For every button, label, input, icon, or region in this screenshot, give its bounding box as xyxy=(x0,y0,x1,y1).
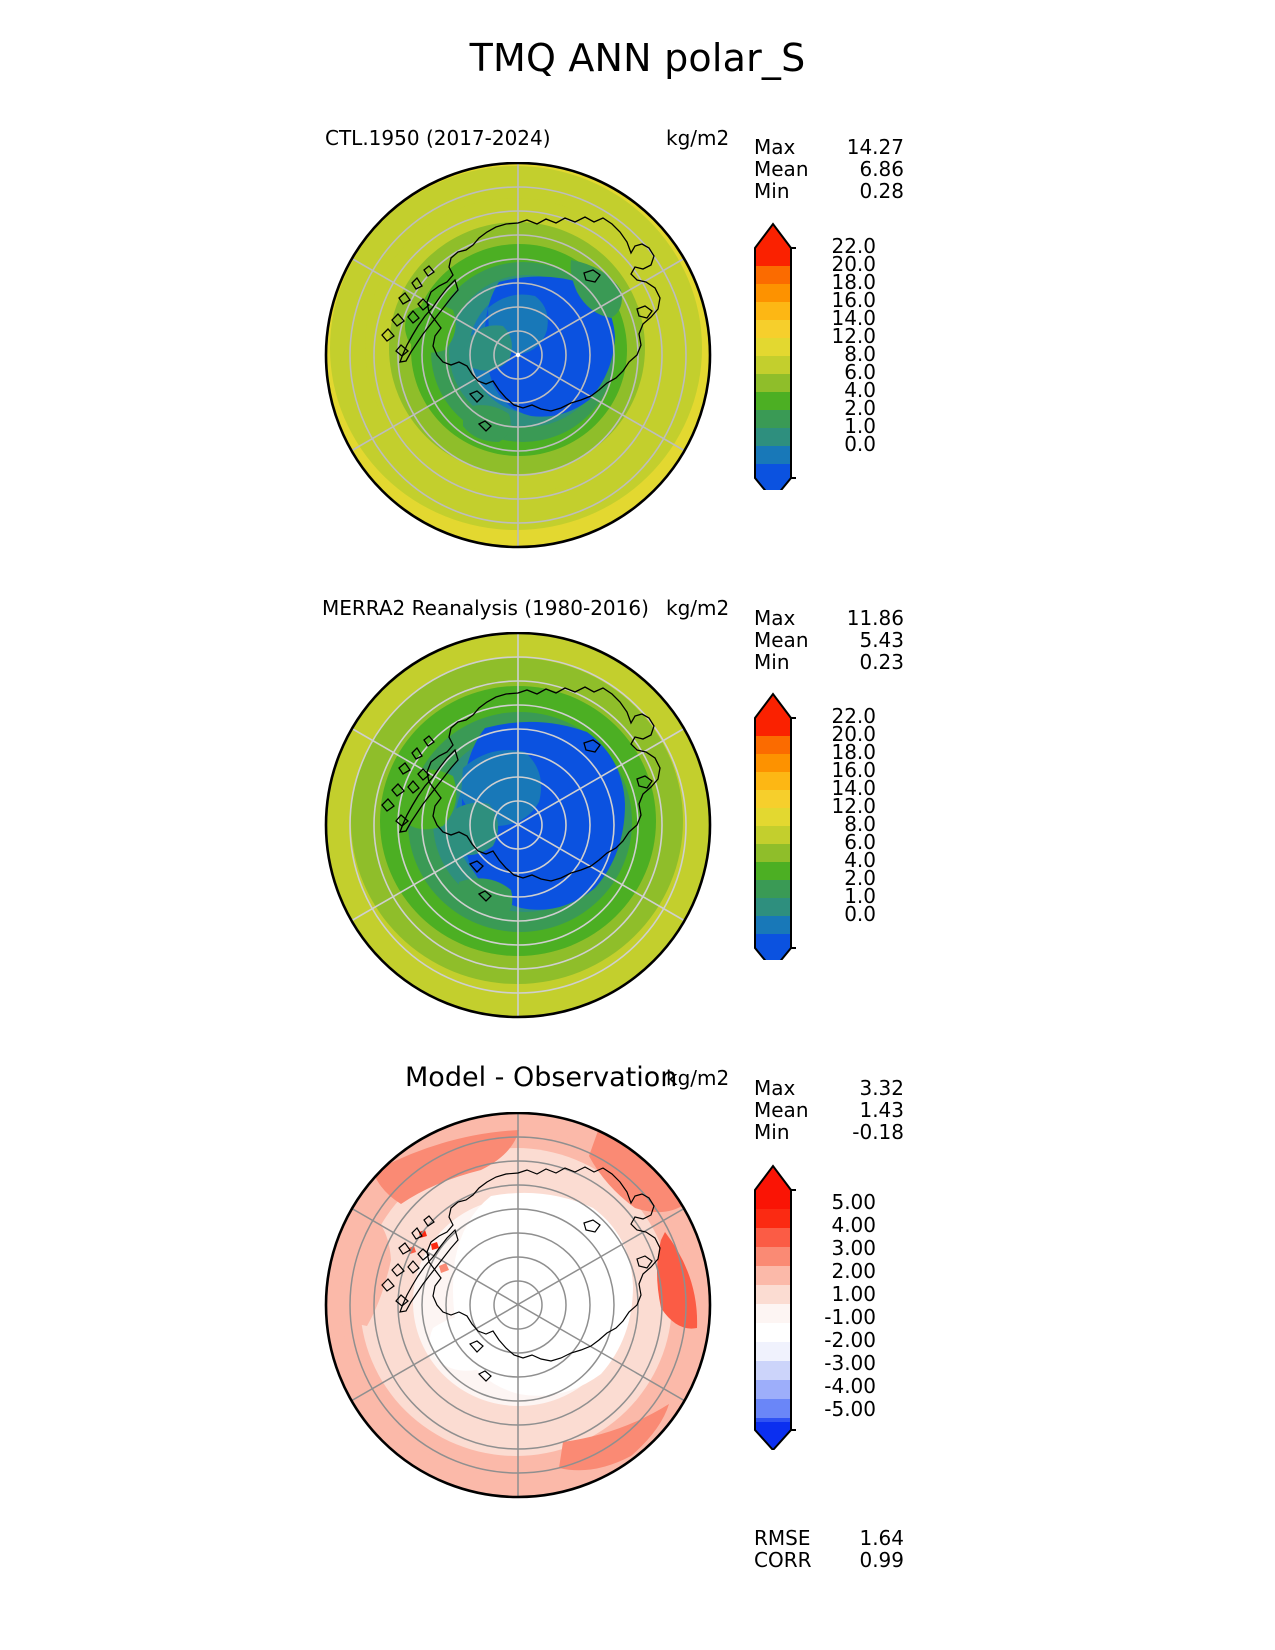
stat-label: Min xyxy=(754,650,790,674)
colorbar-tick: 16.0 xyxy=(831,758,876,782)
colorbar-svg xyxy=(754,222,796,490)
stat-value: 14.27 xyxy=(846,135,904,159)
polar-map-observation xyxy=(313,632,723,1032)
colorbar-tick: 4.0 xyxy=(844,848,876,872)
graticule-meridians xyxy=(350,633,686,1017)
colorbar-tick: 22.0 xyxy=(831,234,876,258)
stat-value: 6.86 xyxy=(859,157,904,181)
colorbar-tick: 1.0 xyxy=(844,414,876,438)
colorbar-tick: 2.0 xyxy=(844,866,876,890)
stat-value: 0.23 xyxy=(859,650,904,674)
colorbar-tick: 1.00 xyxy=(831,1282,876,1306)
panel-difference-title: Model - Observation xyxy=(405,1062,678,1093)
panel-model-title: CTL.1950 (2017-2024) xyxy=(325,126,551,150)
colorbar-tick: 0.0 xyxy=(844,902,876,926)
colorbar-tick: 4.0 xyxy=(844,378,876,402)
colorbar-tick: 8.0 xyxy=(844,812,876,836)
map-boundary xyxy=(324,162,712,549)
colorbar-bands xyxy=(755,694,791,960)
stat-label: Min xyxy=(754,1120,790,1144)
colorbar-tick: 22.0 xyxy=(831,704,876,728)
pole-marker xyxy=(515,352,521,358)
colorbar-tick: 8.0 xyxy=(844,342,876,366)
figure-title: TMQ ANN polar_S xyxy=(469,36,806,80)
colorbar-tick: 14.0 xyxy=(831,306,876,330)
colorbar-tick: 3.00 xyxy=(831,1236,876,1260)
stat-label: Mean xyxy=(754,157,809,181)
stat-label: Min xyxy=(754,179,790,203)
stat-value: 11.86 xyxy=(846,606,904,630)
colorbar-observation: 22.0 20.0 18.0 16.0 14.0 12.0 8.0 6.0 4.… xyxy=(750,688,876,960)
colorbar-tick: 18.0 xyxy=(831,740,876,764)
stat-value: 5.43 xyxy=(859,628,904,652)
colorbar-tick: 20.0 xyxy=(831,722,876,746)
stat-value: 3.32 xyxy=(859,1076,904,1100)
colorbar-svg xyxy=(754,692,796,960)
colorbar-tick: 16.0 xyxy=(831,288,876,312)
colorbar-tick: -5.00 xyxy=(824,1397,876,1421)
panel-observation-title: MERRA2 Reanalysis (1980-2016) xyxy=(322,596,649,620)
polar-map-svg xyxy=(324,632,712,1019)
stat-value: -0.18 xyxy=(852,1120,904,1144)
colorbar-tick: 2.0 xyxy=(844,396,876,420)
metric-label: CORR xyxy=(754,1548,812,1572)
colorbar-bands xyxy=(755,224,791,490)
colorbar-tick: 20.0 xyxy=(831,252,876,276)
map-boundary xyxy=(324,1112,712,1499)
colorbar-tick: -2.00 xyxy=(824,1328,876,1352)
colorbar-tick: 6.0 xyxy=(844,360,876,384)
stat-label: Max xyxy=(754,135,796,159)
colorbar-tick: 12.0 xyxy=(831,794,876,818)
panel-model-units: kg/m2 xyxy=(666,126,730,150)
stat-label: Max xyxy=(754,606,796,630)
stat-value: 0.28 xyxy=(859,179,904,203)
colorbar-tick: -1.00 xyxy=(824,1305,876,1329)
polar-map-svg xyxy=(324,1112,712,1499)
map-boundary xyxy=(324,632,712,1019)
colorbar-model: 22.0 20.0 18.0 16.0 14.0 12.0 8.0 6.0 4.… xyxy=(750,218,876,490)
colorbar-bands xyxy=(755,1166,791,1450)
colorbar-difference: 5.00 4.00 3.00 2.00 1.00 -1.00 -2.00 -3.… xyxy=(750,1160,876,1450)
panel-observation-units: kg/m2 xyxy=(666,596,730,620)
colorbar-tick: -3.00 xyxy=(824,1351,876,1375)
colorbar-tick: 18.0 xyxy=(831,270,876,294)
colorbar-tick: 0.0 xyxy=(844,432,876,456)
colorbar-tick: 14.0 xyxy=(831,776,876,800)
stat-value: 1.43 xyxy=(859,1098,904,1122)
metric-value: 1.64 xyxy=(859,1526,904,1550)
metric-label: RMSE xyxy=(754,1526,811,1550)
colorbar-tick: 6.0 xyxy=(844,830,876,854)
colorbar-svg xyxy=(754,1164,796,1450)
colorbar-tick: 12.0 xyxy=(831,324,876,348)
stat-label: Mean xyxy=(754,628,809,652)
stat-label: Max xyxy=(754,1076,796,1100)
polar-map-svg xyxy=(324,162,712,549)
graticule-meridians xyxy=(350,1113,686,1497)
metric-value: 0.99 xyxy=(859,1548,904,1572)
panel-difference-units: kg/m2 xyxy=(666,1066,730,1090)
stat-label: Mean xyxy=(754,1098,809,1122)
colorbar-tick: 4.00 xyxy=(831,1213,876,1237)
colorbar-tick: 5.00 xyxy=(831,1190,876,1214)
polar-map-difference xyxy=(313,1112,723,1512)
colorbar-tick: 1.0 xyxy=(844,884,876,908)
colorbar-tick: -4.00 xyxy=(824,1374,876,1398)
polar-map-model xyxy=(313,162,723,562)
colorbar-tick: 2.00 xyxy=(831,1259,876,1283)
